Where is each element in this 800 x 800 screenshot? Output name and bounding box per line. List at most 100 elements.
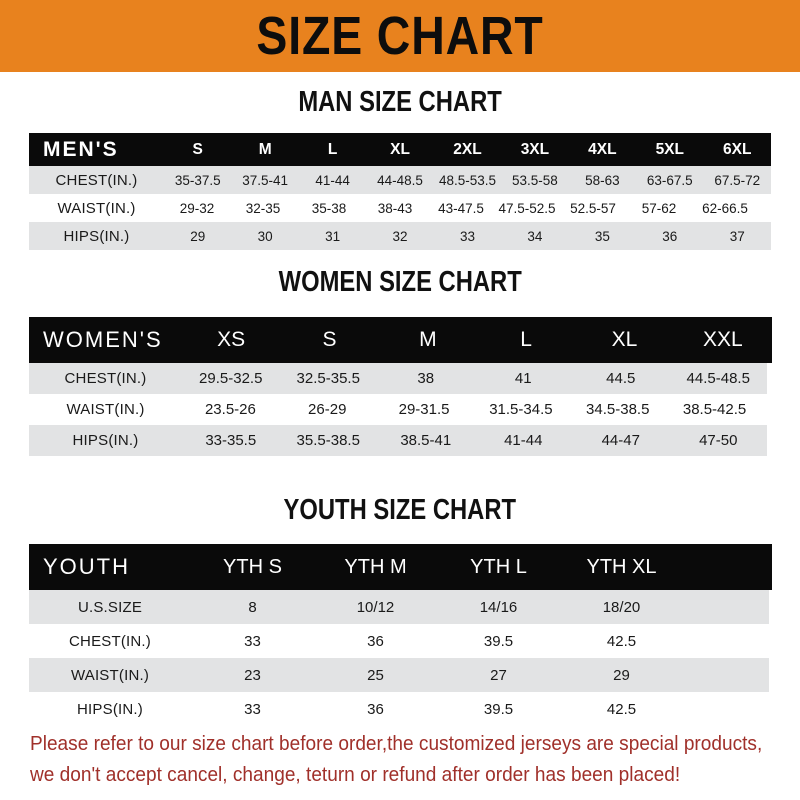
youth-table-corner-label: YOUTH [43, 554, 130, 579]
youth-measurement-value: 27 [490, 666, 507, 684]
women-measurement-value: 31.5-34.5 [489, 401, 553, 418]
youth-size-column-header: YTH XL [586, 555, 657, 578]
page-banner: SIZE CHART [0, 0, 800, 72]
table-row: HIPS(IN.) 29 30 31 32 33 34 35 36 37 [29, 222, 771, 250]
men-measurement-value: 57-62 [641, 200, 677, 216]
women-size-column-header: L [520, 328, 532, 351]
women-measurement-value: 38.5-42.5 [682, 401, 747, 418]
men-measurement-value: 53.5-58 [512, 172, 558, 188]
women-size-column-header: XL [611, 328, 638, 351]
youth-measurement-value: 42.5 [606, 632, 637, 650]
men-section-title: MAN SIZE CHART [0, 86, 800, 118]
youth-table-header-row: YOUTH YTH S YTH M YTH L YTH XL [29, 544, 772, 590]
table-row: HIPS(IN.) 33 36 39.5 42.5 [29, 692, 769, 726]
women-size-column-header: M [419, 328, 437, 351]
table-row: WAIST(IN.) 23.5-26 26-29 29-31.5 31.5-34.5 34… [29, 394, 763, 425]
women-measurement-label: CHEST(IN.) [64, 370, 147, 387]
youth-measurement-value: 36 [367, 700, 384, 718]
men-size-column-header: L [327, 140, 338, 158]
men-measurement-value: 35-37.5 [174, 172, 221, 188]
youth-measurement-value: 23 [244, 666, 261, 684]
men-size-column-header: S [192, 140, 203, 158]
youth-measurement-value: 8 [248, 598, 257, 616]
order-policy-note: Please refer to our size chart before or… [30, 728, 778, 790]
youth-section-title: YOUTH SIZE CHART [0, 494, 800, 526]
page-title: SIZE CHART [256, 6, 544, 66]
youth-measurement-value: 36 [367, 632, 384, 650]
men-measurement-value: 36 [662, 228, 678, 244]
men-size-column-header: 2XL [453, 140, 482, 158]
women-measurement-value: 34.5-38.5 [586, 401, 650, 418]
youth-measurement-value: 42.5 [606, 700, 637, 718]
youth-measurement-value: 39.5 [483, 700, 514, 718]
order-policy-note-line-2: we don't accept cancel, change, teturn o… [30, 763, 681, 786]
men-table-header-row: MEN'S S M L XL 2XL 3XL 4XL 5XL 6XL [29, 133, 771, 166]
women-measurement-label: WAIST(IN.) [66, 401, 145, 418]
men-table-corner-label: MEN'S [43, 137, 119, 161]
men-size-column-header: 3XL [520, 140, 550, 158]
women-measurement-value: 29.5-32.5 [199, 370, 263, 387]
women-section-title-text: WOMEN SIZE CHART [278, 266, 522, 298]
men-measurement-value: 34 [527, 228, 543, 244]
men-measurement-value: 38-43 [377, 200, 413, 216]
men-measurement-value: 30 [257, 228, 273, 244]
men-section-title-text: MAN SIZE CHART [298, 86, 502, 118]
men-size-column-header: 4XL [588, 140, 617, 158]
women-measurement-value: 35.5-38.5 [296, 432, 360, 449]
men-measurement-value: 29-32 [179, 200, 215, 216]
men-measurement-value: 32 [392, 228, 408, 244]
women-measurement-value: 38 [417, 370, 435, 387]
men-measurement-value: 58-63 [585, 172, 620, 188]
women-section-title: WOMEN SIZE CHART [0, 266, 800, 298]
youth-measurement-value: 25 [367, 666, 384, 684]
youth-size-column-header: YTH L [470, 555, 527, 578]
table-row: CHEST(IN.) 33 36 39.5 42.5 [29, 624, 769, 658]
women-measurement-value: 29-31.5 [398, 401, 450, 418]
table-row: U.S.SIZE 8 10/12 14/16 18/20 [29, 590, 769, 624]
youth-measurement-value: 14/16 [479, 598, 518, 616]
youth-measurement-label: U.S.SIZE [77, 598, 143, 616]
men-measurement-value: 67.5-72 [714, 172, 761, 188]
men-size-table: MEN'S S M L XL 2XL 3XL 4XL 5XL 6XL CHEST(IN.) 35-37… [29, 133, 771, 250]
men-size-column-header: 5XL [655, 140, 684, 158]
men-measurement-value: 41-44 [315, 172, 350, 188]
men-measurement-label: CHEST(IN.) [55, 171, 138, 189]
youth-size-table: YOUTH YTH S YTH M YTH L YTH XL U.S.SIZE 8 10/12… [29, 544, 772, 726]
men-measurement-value: 37.5-41 [242, 172, 289, 188]
women-measurement-label: HIPS(IN.) [72, 432, 139, 449]
women-table-corner-label: WOMEN'S [43, 327, 163, 352]
youth-measurement-value: 33 [244, 700, 261, 718]
men-measurement-label: HIPS(IN.) [63, 227, 130, 245]
men-size-column-header: XL [390, 140, 410, 158]
women-measurement-value: 33-35.5 [205, 432, 257, 449]
men-measurement-value: 44-48.5 [377, 172, 423, 188]
men-measurement-value: 63-67.5 [646, 172, 693, 188]
men-measurement-value: 62-66.5 [702, 200, 748, 216]
youth-measurement-label: HIPS(IN.) [77, 700, 143, 718]
women-size-column-header: XXL [702, 328, 743, 351]
women-measurement-value: 23.5-26 [204, 401, 256, 418]
youth-measurement-value: 33 [244, 632, 261, 650]
women-measurement-value: 41-44 [504, 432, 543, 449]
youth-size-column-header: YTH M [344, 555, 407, 578]
men-size-column-header: M [258, 140, 272, 158]
women-measurement-value: 47-50 [699, 432, 738, 449]
women-measurement-value: 44.5-48.5 [686, 370, 750, 387]
youth-measurement-value: 10/12 [356, 598, 395, 616]
women-measurement-value: 41 [514, 370, 532, 387]
men-measurement-label: WAIST(IN.) [57, 199, 136, 217]
youth-measurement-label: WAIST(IN.) [70, 666, 150, 684]
women-measurement-value: 26-29 [308, 401, 347, 418]
table-row: CHEST(IN.) 29.5-32.5 32.5-35.5 38 41 44.5 44.5… [29, 363, 767, 394]
men-measurement-value: 32-35 [245, 200, 281, 216]
women-table-header-row: WOMEN'S XS S M L XL XXL [29, 317, 772, 363]
youth-measurement-value: 18/20 [602, 598, 641, 616]
men-measurement-value: 29 [190, 228, 206, 244]
women-size-column-header: XS [217, 328, 246, 351]
women-size-table: WOMEN'S XS S M L XL XXL CHEST(IN.) 29.5-32.5 32.5… [29, 317, 772, 456]
women-measurement-value: 38.5-41 [400, 432, 452, 449]
men-measurement-value: 35-38 [311, 200, 347, 216]
men-measurement-value: 37 [729, 228, 745, 244]
men-size-column-header: 6XL [723, 140, 752, 158]
table-row: HIPS(IN.) 33-35.5 35.5-38.5 38.5-41 41-44 44-… [29, 425, 767, 456]
